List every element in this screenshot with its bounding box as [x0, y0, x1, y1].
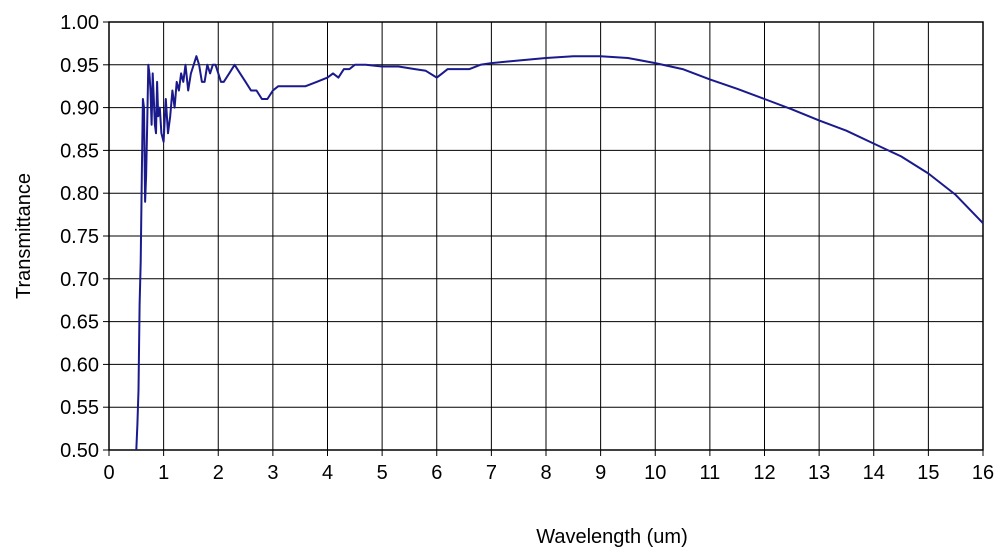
x-axis-title: Wavelength (um): [536, 526, 688, 548]
x-tick-label: 13: [808, 462, 830, 484]
y-tick-label: 0.75: [60, 226, 99, 248]
x-tick-label: 15: [917, 462, 939, 484]
y-tick-label: 0.95: [60, 55, 99, 77]
x-tick-labels: 0 1 2 3 4 5 6 7 8 9 10 11 12 13 14 15 16: [103, 450, 994, 484]
y-tick-labels: 0.50 0.55 0.60 0.65 0.70 0.75 0.80 0.85 0.90 0.95…: [60, 12, 109, 462]
x-tick-label: 8: [540, 462, 551, 484]
y-tick-label: 0.90: [60, 98, 99, 120]
y-tick-label: 0.50: [60, 440, 99, 462]
x-tick-label: 1: [158, 462, 169, 484]
x-tick-label: 5: [377, 462, 388, 484]
x-tick-label: 11: [699, 462, 720, 484]
x-tick-label: 10: [644, 462, 666, 484]
x-tick-label: 16: [972, 462, 994, 484]
x-tick-label: 3: [267, 462, 278, 484]
x-tick-label: 9: [595, 462, 606, 484]
x-tick-label: 2: [213, 462, 224, 484]
y-axis-title: Transmittance: [13, 173, 35, 299]
y-tick-label: 0.70: [60, 269, 99, 291]
series-line: [135, 55, 984, 451]
x-tick-label: 4: [322, 462, 333, 484]
y-tick-label: 0.65: [60, 312, 99, 334]
x-tick-label: 7: [486, 462, 497, 484]
x-tick-label: 0: [103, 462, 114, 484]
x-tick-label: 6: [431, 462, 442, 484]
x-tick-label: 12: [753, 462, 775, 484]
y-tick-label: 0.60: [60, 354, 99, 376]
x-tick-label: 14: [863, 462, 885, 484]
y-tick-label: 0.85: [60, 140, 99, 162]
grid-lines: [108, 21, 984, 451]
y-tick-label: 0.55: [60, 397, 99, 419]
y-tick-label: 0.80: [60, 183, 99, 205]
y-tick-label: 1.00: [60, 12, 99, 34]
